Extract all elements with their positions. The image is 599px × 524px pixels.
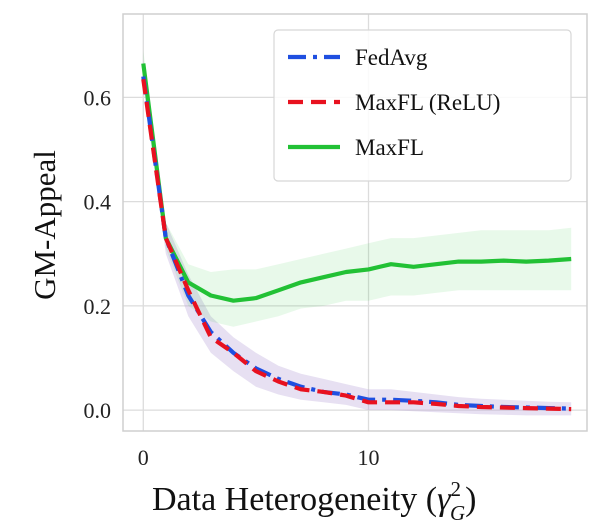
x-tick-label: 10 — [358, 445, 380, 470]
series-line-maxfl — [141, 63, 572, 303]
legend-box — [273, 29, 572, 182]
y-axis-label: GM-Appeal — [27, 150, 62, 300]
series-line-maxfl-relu — [141, 78, 572, 412]
legend-label: MaxFL (ReLU) — [355, 90, 500, 115]
band-maxfl — [143, 50, 572, 327]
legend-label: FedAvg — [355, 45, 428, 70]
y-tick-label: 0.6 — [84, 85, 112, 110]
y-tick-label: 0.2 — [84, 294, 112, 319]
legend: FedAvg MaxFL (ReLU) MaxFL — [273, 29, 572, 182]
y-tick-label: 0.4 — [84, 190, 112, 215]
series-lines — [141, 63, 572, 412]
x-axis-label: Data Heterogeneity (γ2 G) — [152, 477, 477, 524]
confidence-bands — [143, 50, 572, 416]
y-tick-label: 0.0 — [84, 398, 112, 423]
x-tick-label: 0 — [138, 445, 149, 470]
legend-label: MaxFL — [355, 135, 424, 160]
plot-frame — [122, 13, 588, 432]
tick-labels: 0 10 0.0 0.2 0.4 0.6 — [84, 85, 380, 470]
